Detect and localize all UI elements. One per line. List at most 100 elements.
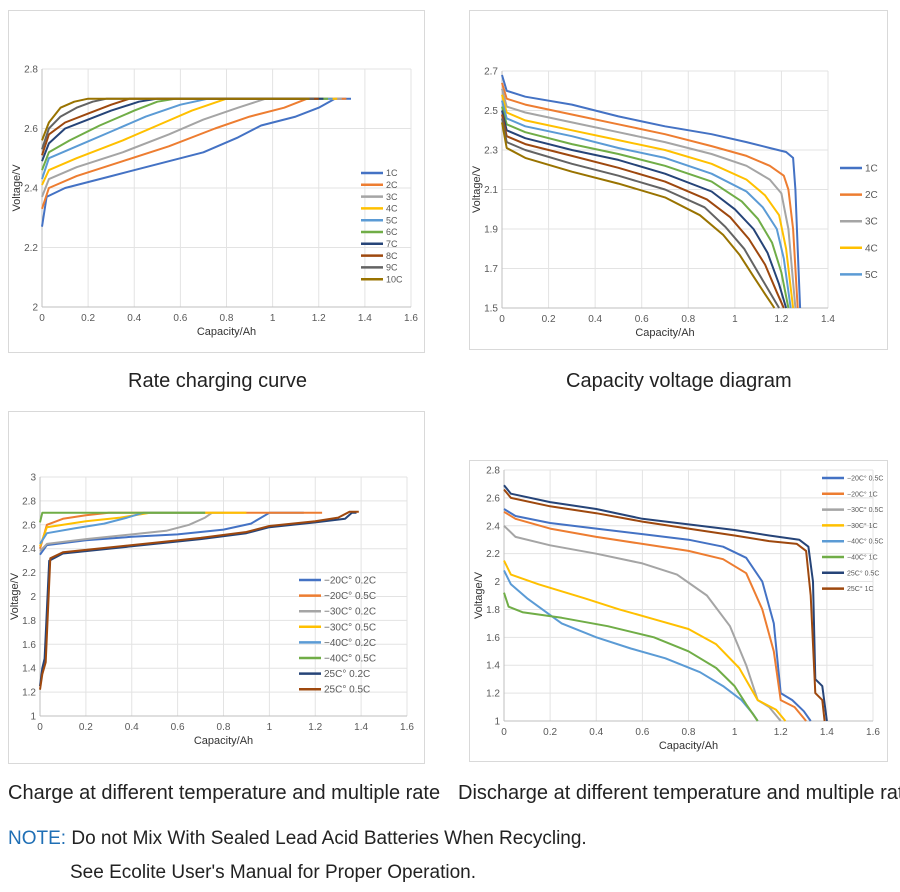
x-tick-label: 0 (501, 727, 507, 738)
series-line (39, 511, 357, 687)
series-line (501, 74, 802, 309)
y-tick-label: 2.4 (22, 544, 36, 555)
legend-entry: 4C (865, 243, 878, 254)
y-tick-label: 2.8 (486, 466, 500, 477)
x-tick-label: 0.8 (682, 727, 696, 738)
legend-entry: 2C (865, 190, 878, 201)
x-tick-label: 0.4 (125, 722, 139, 733)
series-line (41, 97, 338, 186)
legend-entry: 6C (386, 227, 398, 237)
legend-entry: 25C° 1C (847, 585, 874, 593)
legend-entry: −40C° 0.2C (324, 638, 376, 649)
series-line (503, 510, 807, 722)
y-tick-label: 1.8 (486, 605, 500, 616)
y-tick-label: 1 (30, 712, 36, 723)
legend-entry: 5C (386, 215, 398, 225)
series-line (39, 510, 359, 690)
x-tick-label: 1.6 (400, 722, 414, 733)
x-tick-label: 1 (732, 314, 738, 325)
series-line (501, 122, 776, 309)
x-tick-label: 0 (499, 314, 505, 325)
y-tick-label: 2 (494, 577, 500, 588)
legend-entry: 25C° 0.5C (324, 685, 370, 696)
legend-entry: −30C° 0.2C (324, 607, 376, 618)
legend-entry: 3C (386, 192, 398, 202)
x-tick-label: 1 (732, 727, 738, 738)
y-tick-label: 3 (30, 473, 36, 484)
x-axis-label: Capacity/Ah (194, 735, 253, 747)
y-tick-label: 2.2 (22, 568, 36, 579)
x-tick-label: 1.2 (774, 314, 788, 325)
x-tick-label: 0.6 (635, 727, 649, 738)
series-line (501, 82, 799, 309)
x-tick-label: 1.6 (866, 727, 880, 738)
chart-panel-discharge-temperature: 1 1.2 1.4 1.6 1.8 2 2.2 2.4 2.6 2.8 0 0.2 0.4 0.6 0.8 1… (469, 460, 888, 762)
caption-rate-charging: Rate charging curve (128, 370, 307, 392)
legend-entry: −30C° 1C (847, 522, 878, 530)
x-tick-label: 0.4 (127, 313, 141, 324)
x-tick-label: 0.8 (217, 722, 231, 733)
legend-entry: 2C (386, 180, 398, 190)
y-tick-label: 1.7 (484, 264, 498, 275)
x-tick-label: 0.8 (220, 313, 234, 324)
series-line (503, 488, 826, 722)
legend-entry: −20C° 1C (847, 490, 878, 498)
series-line (503, 569, 759, 722)
x-tick-label: 0.6 (635, 314, 649, 325)
y-axis-label: Voltage/V (11, 164, 23, 212)
note-line-2-wrap: See Ecolite User's Manual for Proper Ope… (70, 862, 476, 884)
series-line (503, 484, 828, 722)
caption-capacity-voltage: Capacity voltage diagram (566, 370, 792, 392)
y-tick-label: 2.4 (486, 521, 500, 532)
x-tick-label: 1.4 (820, 727, 834, 738)
note-block: NOTE: Do not Mix With Sealed Lead Acid B… (8, 828, 587, 850)
y-axis-label: Voltage/V (471, 165, 483, 213)
y-tick-label: 2.2 (24, 243, 38, 254)
legend-entry: 7C (386, 239, 398, 249)
caption-charge-temperature: Charge at different temperature and mult… (8, 782, 441, 804)
y-tick-label: 2.8 (24, 65, 38, 76)
series-line (501, 118, 780, 309)
legend-entry: −40C° 0.5C (324, 654, 376, 665)
series-line (41, 97, 310, 141)
legend-entry: −20C° 0.2C (324, 576, 376, 587)
series-line (41, 97, 342, 198)
series-line (41, 97, 328, 171)
legend-entry: 1C (386, 168, 398, 178)
note-line-2: See Ecolite User's Manual for Proper Ope… (70, 862, 476, 883)
series-line (39, 511, 224, 552)
x-tick-label: 0.2 (542, 314, 556, 325)
series-line (41, 97, 351, 227)
series-line (503, 508, 812, 722)
series-line (501, 94, 795, 309)
legend-entry: −20C° 0.5C (847, 474, 883, 482)
x-tick-label: 0.8 (681, 314, 695, 325)
chart-panel-charge-temperature: 1 1.2 1.4 1.6 1.8 2 2.2 2.4 2.6 2.8 3 0 0.2 0.4 0.6 0.8… (8, 411, 425, 764)
chart-panel-capacity-voltage: 1.5 1.7 1.9 2.1 2.3 2.5 2.7 0 0.2 0.4 0.6 0.8 1 1.2 1.… (469, 10, 888, 350)
y-tick-label: 2 (32, 303, 38, 314)
chart-discharge-temperature: 1 1.2 1.4 1.6 1.8 2 2.2 2.4 2.6 2.8 0 0.2 0.4 0.6 0.8 1… (473, 466, 883, 753)
y-tick-label: 2.2 (486, 549, 500, 560)
y-tick-label: 2.3 (484, 146, 498, 157)
y-tick-label: 1.5 (484, 304, 498, 315)
y-tick-label: 2 (30, 592, 36, 603)
y-tick-label: 1 (494, 717, 500, 728)
y-tick-label: 1.4 (486, 661, 500, 672)
x-tick-label: 1 (270, 313, 276, 324)
x-tick-label: 1.4 (354, 722, 368, 733)
x-tick-label: 0.4 (588, 314, 602, 325)
legend-entry: 25C° 0.2C (324, 669, 370, 680)
x-tick-label: 0 (37, 722, 43, 733)
y-tick-label: 1.8 (22, 616, 36, 627)
x-tick-label: 1.2 (774, 727, 788, 738)
x-axis-label: Capacity/Ah (635, 327, 694, 339)
x-tick-label: 0.2 (79, 722, 93, 733)
legend-entry: −40C° 0.5C (847, 538, 883, 546)
note-label: NOTE: (8, 828, 67, 849)
x-tick-label: 1.4 (358, 313, 372, 324)
x-tick-label: 0.4 (589, 727, 603, 738)
legend-entry: 9C (386, 263, 398, 273)
series-line (501, 114, 785, 309)
x-tick-label: 0 (39, 313, 45, 324)
chart-panel-rate-charging: 2 2.2 2.4 2.6 2.8 0 0.2 0.4 0.6 0.8 1 1.2 1.4 1.6 Capa… (8, 10, 425, 353)
